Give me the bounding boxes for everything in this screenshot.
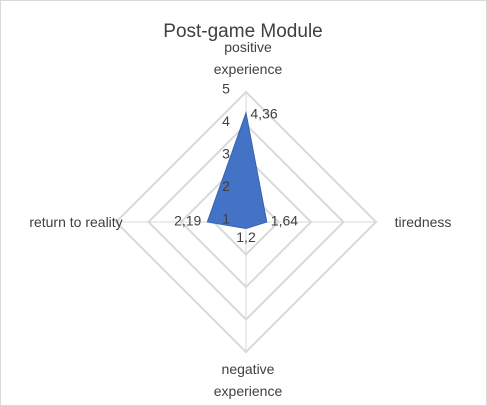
data-label: 1,64 [271, 213, 298, 229]
r-tick-label: 4 [222, 113, 230, 129]
category-label: return to reality [29, 214, 123, 230]
category-label: tiredness [394, 214, 452, 230]
data-area [206, 110, 268, 230]
r-tick-label: 2 [222, 178, 230, 194]
r-tick-label: 3 [222, 146, 230, 162]
chart-title: Post-game Module [163, 21, 322, 42]
r-tick-label: 5 [222, 81, 230, 97]
category-label: negative experience [213, 361, 283, 399]
data-label: 4,36 [250, 106, 277, 122]
data-label: 2,19 [174, 213, 201, 229]
category-label: positive experience [213, 39, 283, 77]
r-tick-label: 1 [222, 211, 230, 227]
data-label: 1,2 [236, 229, 256, 245]
